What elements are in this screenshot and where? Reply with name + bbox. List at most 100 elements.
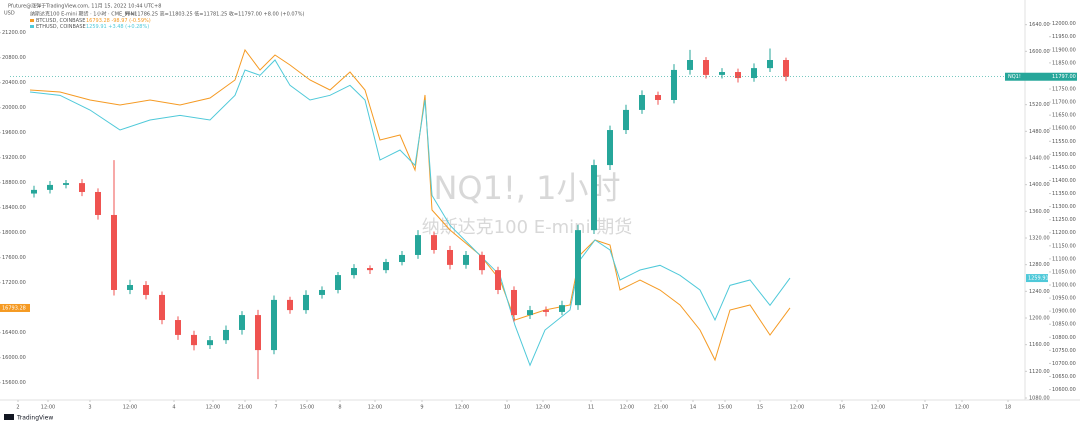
y-tick-label: 11050.00 [1052, 269, 1076, 275]
price-tag-name: NQ1! [1008, 74, 1021, 80]
footer: TradingView [16, 415, 53, 422]
candle-body [95, 191, 101, 215]
candle-body [303, 294, 309, 311]
watermark-title: NQ1!, 1小时 [433, 169, 620, 207]
y-tick-label: 10900.00 [1052, 309, 1076, 315]
candle-body [639, 95, 645, 110]
candle-body [319, 289, 325, 295]
y-tick-label: 1200.00 [1029, 316, 1050, 322]
y-tick-label: 11000.00 [1052, 283, 1076, 289]
y-tick-label: 1400.00 [1029, 182, 1050, 188]
x-tick-label: 9 [420, 405, 423, 411]
y-tick-label: 15600.00 [2, 380, 26, 386]
candle-body [447, 249, 453, 265]
y-tick-label: 11900.00 [1052, 47, 1076, 53]
candle-body [239, 315, 245, 330]
candle-body [111, 214, 117, 290]
x-tick-label: 7 [274, 405, 277, 411]
y-tick-label: 20000.00 [2, 105, 26, 111]
y-tick-label: 20400.00 [2, 80, 26, 86]
legend-name: BTCUSD, COINBASE [36, 18, 85, 24]
candle-body [399, 254, 405, 263]
y-tick-label: 1320.00 [1029, 236, 1050, 242]
y-tick-label: 12000.00 [1052, 21, 1076, 27]
x-tick-label: 12:00 [206, 405, 220, 411]
price-tag-label: 16793.28 [2, 305, 26, 311]
y-tick-label: 10850.00 [1052, 322, 1076, 328]
candle-body [415, 235, 421, 255]
y-tick-label: 11200.00 [1052, 230, 1076, 236]
x-tick-label: 15:00 [718, 405, 732, 411]
candle-body [527, 310, 533, 316]
y-tick-label: 11650.00 [1052, 113, 1076, 119]
x-tick-label: 12:00 [368, 405, 382, 411]
x-tick-label: 16 [839, 405, 845, 411]
y-tick-label: 10700.00 [1052, 361, 1076, 367]
x-tick-label: 4 [172, 405, 175, 411]
price-tag-label: 1259.91 [1028, 276, 1049, 282]
source: Pfuture@涨弹于TradingView.com, 11月 15, 2022… [8, 3, 161, 10]
legend-value: 16793.28 -98.97 (-0.59%) [86, 18, 151, 24]
y-tick-label: 18400.00 [2, 205, 26, 211]
candle-body [367, 268, 373, 271]
candle-body [719, 72, 725, 75]
candle-body [47, 184, 53, 190]
y-tick-label: 17200.00 [2, 280, 26, 286]
watermark-subtitle: 纳斯达克100 E-mini 期货 [422, 217, 633, 238]
y-tick-label: 11850.00 [1052, 60, 1076, 66]
price-tag [1026, 274, 1048, 283]
candle-body [271, 299, 277, 351]
candle-body [79, 183, 85, 192]
candle-body [511, 289, 517, 316]
x-tick-label: 21:00 [238, 405, 252, 411]
y-tick-label: 19200.00 [2, 155, 26, 161]
legend-swatch [30, 25, 34, 28]
candle-body [335, 275, 341, 290]
y-tick-label: 17600.00 [2, 255, 26, 261]
candle-body [159, 294, 165, 321]
y-tick-label: 19600.00 [2, 130, 26, 136]
y-tick-label: 18800.00 [2, 180, 26, 186]
x-tick-label: 12:00 [41, 405, 55, 411]
candle-body [287, 299, 293, 311]
y-tick-label: 1520.00 [1029, 102, 1050, 108]
y-tick-label: 11250.00 [1052, 217, 1076, 223]
candle-body [735, 72, 741, 79]
y-tick-label: 11500.00 [1052, 152, 1076, 158]
x-tick-label: 15 [757, 405, 763, 411]
y-tick-label: 10750.00 [1052, 348, 1076, 354]
x-tick-label: 12:00 [955, 405, 969, 411]
y-tick-label: 10800.00 [1052, 335, 1076, 341]
overlay-line [29, 59, 791, 367]
candle-body [783, 60, 789, 77]
candle-body [127, 285, 133, 290]
candle-body [143, 285, 149, 295]
legend-value: 1259.91 +3.48 (+0.28%) [86, 24, 149, 30]
y-tick-label: 11950.00 [1052, 34, 1076, 40]
candle-body [207, 340, 213, 346]
y-tick-label: 11350.00 [1052, 191, 1076, 197]
x-tick-label: 12:00 [620, 405, 634, 411]
x-tick-label: 12:00 [123, 405, 137, 411]
x-tick-label: 21:00 [654, 405, 668, 411]
candle-body [223, 329, 229, 341]
candle-body [703, 60, 709, 75]
y-tick-label: 11700.00 [1052, 100, 1076, 106]
y-tick-label: 11150.00 [1052, 243, 1076, 249]
y-tick-label: 11100.00 [1052, 256, 1076, 262]
y-tick-label: 1240.00 [1029, 289, 1050, 295]
y-tick-label: 11600.00 [1052, 126, 1076, 132]
y-tick-label: 16400.00 [2, 330, 26, 336]
y-tick-label: 11550.00 [1052, 139, 1076, 145]
candle-body [623, 109, 629, 131]
y-tick-label: 16000.00 [2, 355, 26, 361]
y-tick-label: 1480.00 [1029, 129, 1050, 135]
candle-body [671, 69, 677, 100]
candle-body [175, 320, 181, 335]
candle-body [463, 254, 469, 265]
x-tick-label: 17 [922, 405, 928, 411]
price-tag [1005, 72, 1077, 81]
x-tick-label: 18 [1005, 405, 1011, 411]
x-tick-label: 11 [588, 405, 594, 411]
